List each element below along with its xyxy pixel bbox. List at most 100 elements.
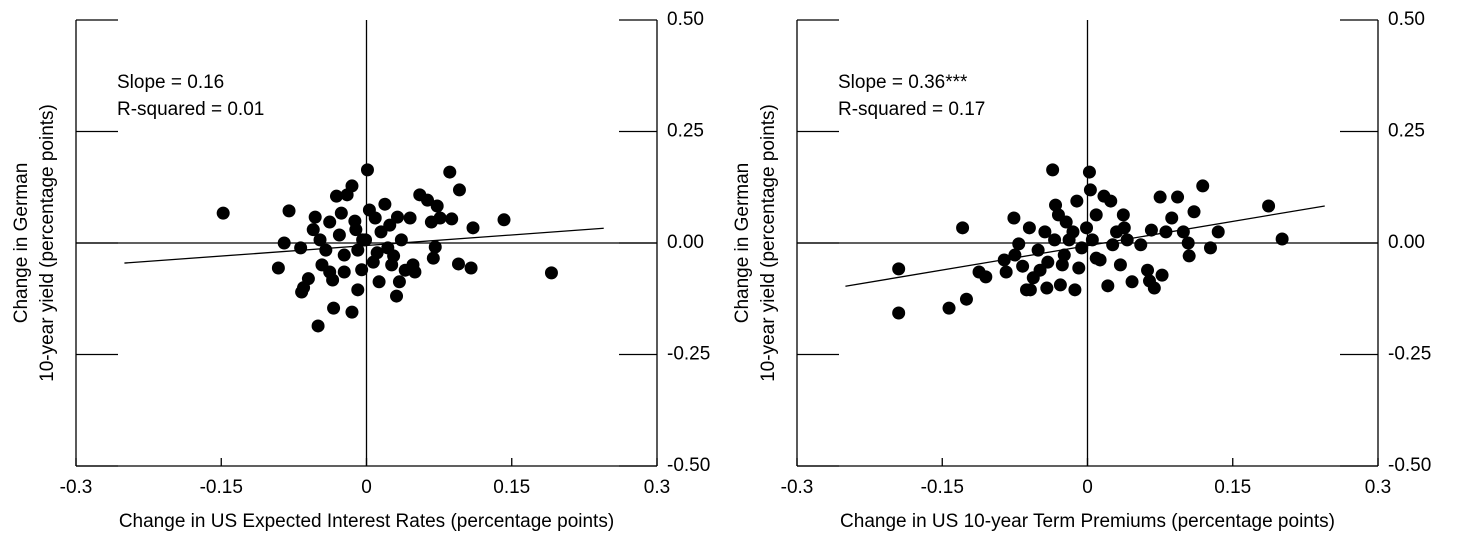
- point: [1203, 241, 1217, 255]
- point: [1117, 221, 1131, 235]
- x-tick-label: 0: [1082, 477, 1093, 498]
- point: [1187, 205, 1201, 219]
- point: [1057, 248, 1071, 262]
- point: [408, 265, 422, 279]
- x-tick-label: -0.3: [60, 477, 93, 498]
- point: [378, 197, 392, 211]
- point: [1144, 223, 1158, 237]
- point: [306, 223, 320, 237]
- point: [426, 251, 440, 265]
- point: [1053, 278, 1067, 292]
- point: [433, 211, 447, 225]
- point: [1059, 215, 1073, 229]
- point: [1012, 237, 1026, 251]
- point: [428, 240, 442, 254]
- point: [348, 214, 362, 228]
- point: [1116, 208, 1130, 222]
- point: [387, 249, 401, 263]
- y-axis-label: Change in German: [732, 163, 753, 324]
- point: [334, 206, 348, 220]
- point: [443, 165, 457, 179]
- point: [329, 189, 343, 203]
- y-tick-label: -0.50: [1388, 455, 1431, 476]
- point: [1070, 194, 1084, 208]
- point: [497, 213, 511, 227]
- annotation: R-squared = 0.17: [838, 99, 985, 120]
- point: [392, 275, 406, 289]
- point: [452, 183, 466, 197]
- point: [1120, 233, 1134, 247]
- x-tick-label: 0: [361, 477, 372, 498]
- point: [326, 273, 340, 287]
- point: [451, 257, 465, 271]
- point: [1068, 283, 1082, 297]
- point: [403, 211, 417, 225]
- point: [1089, 251, 1103, 265]
- point: [390, 289, 404, 303]
- point: [1007, 211, 1021, 225]
- point: [1033, 263, 1047, 277]
- y-tick-label: -0.25: [1388, 344, 1431, 365]
- y-tick-label: 0.50: [667, 9, 704, 30]
- point: [332, 228, 346, 242]
- annotation: R-squared = 0.01: [117, 99, 264, 120]
- point: [308, 210, 322, 224]
- x-tick-label: 0.15: [1214, 477, 1251, 498]
- point: [892, 306, 906, 320]
- annotation: Slope = 0.16: [117, 72, 224, 93]
- point: [319, 243, 333, 257]
- point: [1038, 225, 1052, 239]
- point: [979, 270, 993, 284]
- point: [1113, 258, 1127, 272]
- point: [383, 218, 397, 232]
- point: [1211, 225, 1225, 239]
- point: [1040, 281, 1054, 295]
- point: [345, 179, 359, 193]
- point: [1275, 232, 1289, 246]
- point: [1196, 179, 1210, 193]
- point: [1134, 238, 1148, 252]
- point: [271, 261, 285, 275]
- point: [356, 233, 370, 247]
- x-tick-label: -0.3: [781, 477, 814, 498]
- x-axis-label: Change in US Expected Interest Rates (pe…: [119, 511, 614, 532]
- point: [368, 211, 382, 225]
- point: [313, 233, 327, 247]
- point: [1083, 183, 1097, 197]
- point: [1041, 255, 1055, 269]
- point: [1066, 225, 1080, 239]
- point: [337, 265, 351, 279]
- point: [315, 258, 329, 272]
- y-axis-label: Change in German: [11, 163, 32, 324]
- point: [892, 262, 906, 276]
- point: [1141, 263, 1155, 277]
- annotation: Slope = 0.36***: [838, 72, 968, 93]
- x-tick-label: 0.3: [1365, 477, 1391, 498]
- point: [544, 266, 558, 280]
- point: [360, 163, 374, 177]
- point: [1104, 194, 1118, 208]
- fit-line: [124, 227, 604, 264]
- y-tick-label: 0.00: [1388, 232, 1425, 253]
- point: [372, 275, 386, 289]
- y-tick-label: 0.00: [667, 232, 704, 253]
- point: [1055, 258, 1069, 272]
- x-tick-label: 0.3: [644, 477, 670, 498]
- point: [1023, 283, 1037, 297]
- point: [1182, 249, 1196, 263]
- y-tick-label: 0.25: [667, 121, 704, 142]
- point: [1181, 236, 1195, 250]
- point: [1016, 259, 1030, 273]
- point: [430, 199, 444, 213]
- point: [311, 319, 325, 333]
- point: [370, 246, 384, 260]
- point: [327, 301, 341, 315]
- point: [351, 283, 365, 297]
- point: [942, 301, 956, 315]
- point: [1046, 163, 1060, 177]
- point: [464, 261, 478, 275]
- point: [294, 241, 308, 255]
- y-tick-label: -0.50: [667, 455, 710, 476]
- point: [445, 212, 459, 226]
